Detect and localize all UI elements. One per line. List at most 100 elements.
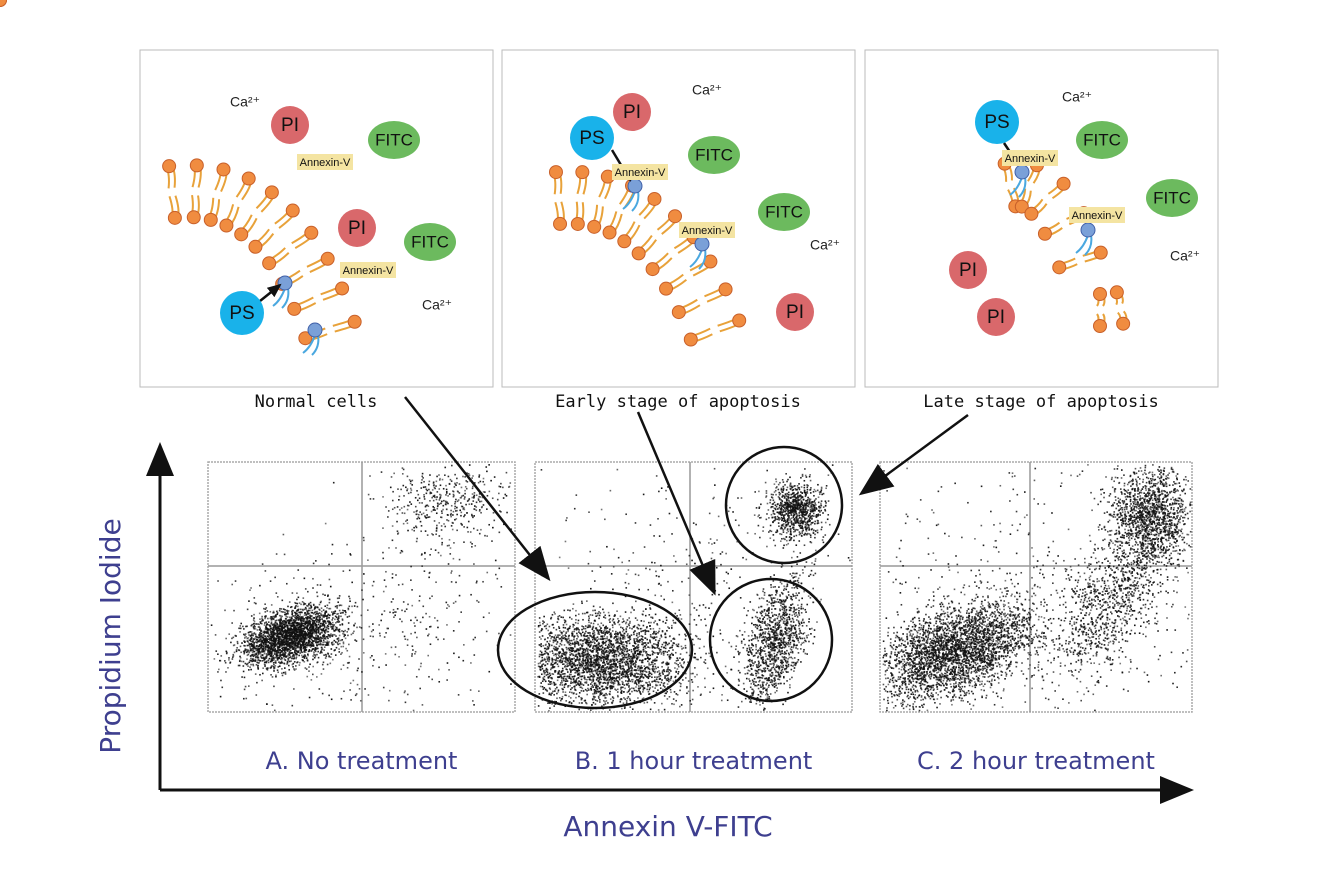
dot bbox=[311, 629, 313, 632]
dot bbox=[441, 478, 444, 481]
dot bbox=[597, 653, 599, 655]
dot bbox=[306, 643, 309, 646]
dot bbox=[418, 517, 421, 520]
dot bbox=[217, 671, 219, 673]
dot bbox=[438, 474, 440, 476]
dot bbox=[316, 610, 319, 613]
dot bbox=[276, 634, 279, 636]
dot bbox=[456, 529, 458, 532]
dot bbox=[462, 494, 465, 497]
lipid-head bbox=[1093, 319, 1107, 333]
dot bbox=[614, 667, 617, 669]
dot bbox=[214, 634, 217, 636]
dot bbox=[252, 641, 254, 643]
dot bbox=[311, 639, 314, 642]
dot bbox=[571, 691, 573, 694]
lipid-head bbox=[732, 313, 747, 328]
dot bbox=[290, 642, 293, 644]
dot bbox=[608, 642, 611, 644]
dot bbox=[635, 661, 637, 663]
dot bbox=[473, 704, 475, 706]
dot bbox=[319, 636, 322, 638]
dot bbox=[464, 489, 466, 492]
dot bbox=[311, 620, 314, 623]
dot bbox=[454, 505, 456, 508]
dot bbox=[418, 595, 421, 597]
dot bbox=[436, 491, 439, 493]
dot bbox=[305, 614, 308, 617]
dot bbox=[323, 634, 326, 636]
dot bbox=[668, 649, 670, 652]
dot bbox=[314, 624, 316, 626]
dot bbox=[307, 609, 310, 612]
dot bbox=[275, 634, 277, 637]
molecule-label: Annexin-V bbox=[1005, 153, 1056, 165]
dot bbox=[283, 639, 286, 641]
dot bbox=[247, 644, 250, 647]
dot bbox=[289, 634, 291, 637]
dot bbox=[288, 648, 290, 651]
dot bbox=[434, 509, 436, 511]
dot bbox=[407, 603, 409, 606]
dot bbox=[395, 611, 397, 613]
dot bbox=[405, 608, 408, 610]
dot bbox=[477, 481, 480, 484]
dot bbox=[615, 646, 618, 649]
dot bbox=[424, 516, 427, 518]
dot bbox=[307, 633, 310, 635]
dot bbox=[644, 668, 646, 670]
ps-head bbox=[277, 275, 293, 291]
dot bbox=[247, 637, 250, 639]
dot bbox=[264, 640, 267, 643]
dot bbox=[271, 676, 274, 678]
dot bbox=[613, 682, 616, 684]
dot bbox=[278, 661, 280, 663]
dot bbox=[619, 653, 622, 655]
dot bbox=[258, 629, 261, 631]
dot bbox=[643, 629, 645, 632]
dot bbox=[268, 657, 271, 660]
dot bbox=[638, 639, 641, 641]
dot bbox=[333, 624, 336, 626]
dot bbox=[311, 645, 314, 647]
dot bbox=[586, 665, 589, 668]
dot bbox=[447, 514, 449, 516]
dot bbox=[645, 652, 647, 654]
dot bbox=[225, 652, 228, 655]
dot bbox=[292, 662, 295, 665]
dot bbox=[603, 693, 606, 696]
dot bbox=[546, 623, 549, 626]
dot bbox=[554, 634, 557, 637]
dot bbox=[392, 611, 394, 614]
dot bbox=[338, 595, 341, 597]
dot bbox=[284, 633, 286, 636]
dot bbox=[278, 624, 281, 626]
dot bbox=[419, 621, 422, 624]
dot bbox=[322, 629, 325, 632]
dot bbox=[452, 630, 455, 632]
dot bbox=[341, 609, 344, 612]
dot bbox=[622, 656, 624, 659]
dot bbox=[648, 664, 650, 666]
dot bbox=[446, 544, 449, 547]
dot bbox=[297, 644, 299, 646]
dot bbox=[336, 638, 339, 640]
dot bbox=[270, 660, 272, 663]
dot bbox=[582, 642, 584, 645]
dot bbox=[395, 547, 397, 549]
dot bbox=[320, 640, 322, 642]
dot bbox=[274, 660, 277, 662]
dot bbox=[440, 525, 443, 527]
dot bbox=[647, 660, 649, 663]
dot bbox=[314, 607, 317, 609]
dot bbox=[388, 689, 391, 692]
dot bbox=[303, 577, 306, 580]
dot bbox=[309, 626, 311, 629]
dot bbox=[478, 474, 481, 476]
dot bbox=[268, 628, 270, 631]
dot bbox=[662, 652, 665, 655]
dot bbox=[267, 661, 270, 664]
dot bbox=[652, 659, 654, 662]
dot bbox=[594, 684, 596, 686]
panel-frame bbox=[864, 49, 1219, 388]
